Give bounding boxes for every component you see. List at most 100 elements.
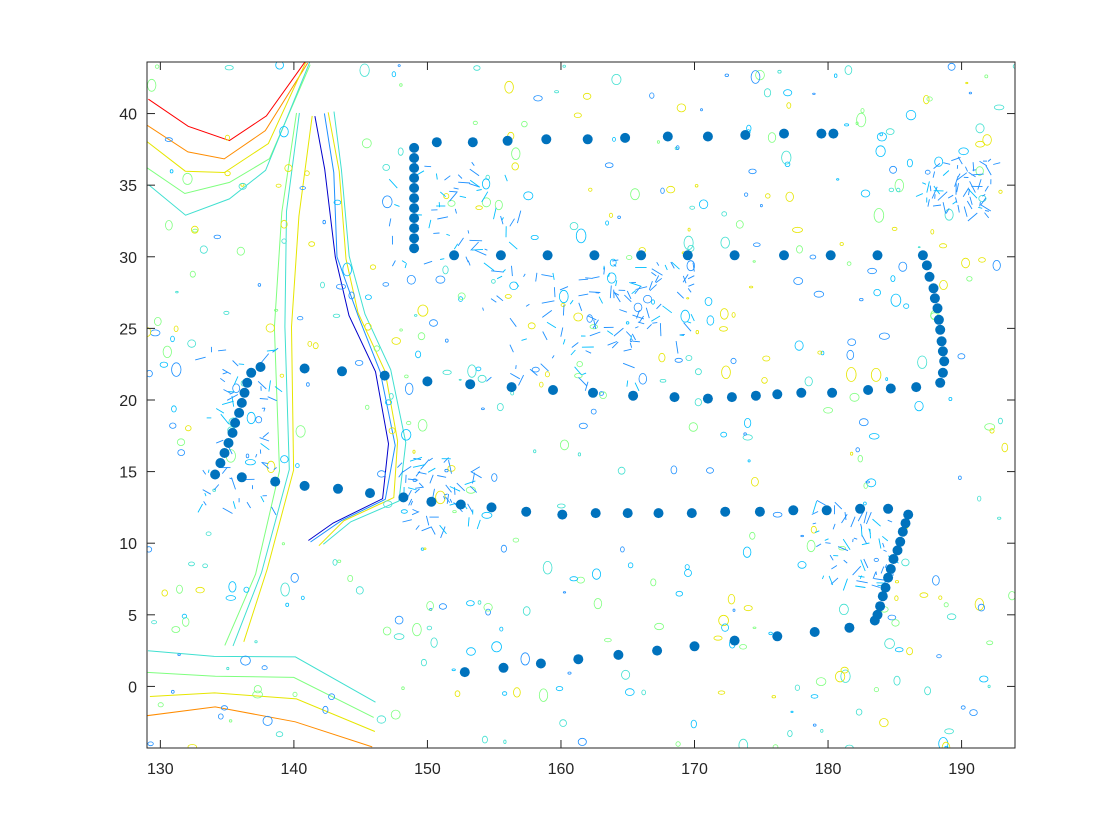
- scatter-point: [227, 427, 238, 438]
- scatter-point: [541, 134, 552, 145]
- scatter-point: [409, 142, 420, 153]
- scatter-point: [422, 376, 433, 387]
- x-tick-label: 150: [414, 761, 441, 778]
- x-tick-label: 190: [948, 761, 975, 778]
- scatter-point: [467, 137, 478, 148]
- y-tick-label: 15: [119, 465, 137, 482]
- scatter-point: [929, 293, 940, 304]
- scatter-point: [869, 615, 880, 626]
- scatter-point: [628, 390, 639, 401]
- scatter-point: [928, 283, 939, 294]
- scatter-point: [409, 243, 420, 254]
- y-axis: 0 5 10 15 20 25 30 35 40: [119, 107, 1015, 696]
- scatter-point: [223, 438, 234, 448]
- scatter-point: [613, 649, 624, 660]
- scatter-point: [669, 392, 680, 403]
- scatter-point: [535, 658, 546, 669]
- scatter-point: [299, 363, 310, 374]
- scatter-point: [495, 250, 506, 261]
- scatter-point: [486, 502, 497, 513]
- scatter-point: [754, 506, 765, 517]
- y-tick-label: 10: [119, 536, 137, 553]
- scatter-point: [589, 250, 600, 261]
- scatter-point: [662, 131, 673, 142]
- scatter-point: [542, 250, 553, 261]
- scatter-point: [702, 131, 713, 142]
- scatter-point: [921, 260, 932, 271]
- scatter-point: [409, 193, 420, 204]
- scatter-point: [246, 367, 257, 378]
- scatter-point: [409, 183, 420, 193]
- scatter-point: [236, 472, 247, 483]
- scatter-point: [333, 483, 343, 494]
- scatter-point: [409, 173, 420, 183]
- scatter-point: [409, 203, 420, 214]
- scatter-point: [809, 627, 820, 637]
- scatter-point: [409, 213, 420, 224]
- scatter-point: [933, 314, 944, 325]
- scatter-point: [828, 128, 839, 139]
- y-tick-label: 35: [119, 178, 137, 195]
- scatter-point: [230, 417, 241, 428]
- scatter-point: [788, 505, 799, 516]
- scatter-point: [897, 526, 908, 537]
- scatter-point: [917, 250, 928, 261]
- scatter-point: [620, 132, 631, 143]
- x-axis: 130 140 150 160 170 180 190: [147, 62, 975, 778]
- scatter-point: [409, 163, 420, 173]
- scatter-point: [521, 506, 532, 517]
- scatter-point: [588, 387, 598, 398]
- scatter-point: [573, 654, 584, 665]
- scatter-point: [816, 128, 827, 139]
- scatter-point: [219, 448, 230, 458]
- scatter-point: [270, 476, 281, 487]
- scatter-point: [875, 601, 886, 612]
- scatter-point: [590, 508, 601, 519]
- y-tick-label: 20: [119, 393, 137, 410]
- scatter-point: [557, 509, 568, 520]
- scatter-point: [409, 233, 420, 244]
- scatter-point: [234, 407, 245, 418]
- scatter-point: [426, 496, 437, 507]
- scatter-point: [740, 130, 751, 140]
- scatter-point: [299, 480, 310, 491]
- scatter-point: [937, 367, 948, 378]
- scatter-point: [796, 387, 807, 398]
- scatter-point: [825, 250, 836, 261]
- x-tick-label: 130: [147, 761, 174, 778]
- scatter-point: [844, 622, 855, 633]
- scatter-point: [636, 250, 647, 261]
- scatter-point: [855, 503, 866, 514]
- scatter-point: [877, 591, 888, 602]
- scatter-point: [337, 366, 347, 377]
- scatter-point: [821, 505, 832, 516]
- plot-frame: [146, 61, 1016, 749]
- scatter-point: [900, 518, 911, 529]
- scatter-point: [652, 645, 663, 656]
- scatter-point: [582, 134, 593, 145]
- scatter-point: [449, 250, 460, 261]
- scatter-point: [779, 250, 789, 261]
- scatter-point: [379, 370, 390, 381]
- scatter-point: [215, 458, 226, 468]
- scatter-point: [459, 667, 470, 678]
- scatter-point: [409, 153, 420, 163]
- scatter-point: [720, 506, 731, 517]
- scatter-point: [880, 582, 891, 593]
- scatter-point: [911, 382, 922, 393]
- scatter-point: [772, 631, 783, 642]
- scatter-point: [465, 379, 476, 390]
- scatter-point: [398, 492, 409, 503]
- scatter-point: [872, 250, 883, 261]
- scatter-point: [903, 509, 914, 520]
- scatter-point: [548, 385, 558, 395]
- scatter-point: [653, 508, 664, 519]
- scatter-point: [455, 499, 466, 510]
- scatter-point: [502, 135, 513, 146]
- scatter-point: [686, 508, 697, 519]
- scatter-point: [772, 389, 783, 400]
- contour-lines: [147, 62, 1015, 748]
- scatter-point: [937, 346, 948, 357]
- scatter-point: [779, 128, 789, 139]
